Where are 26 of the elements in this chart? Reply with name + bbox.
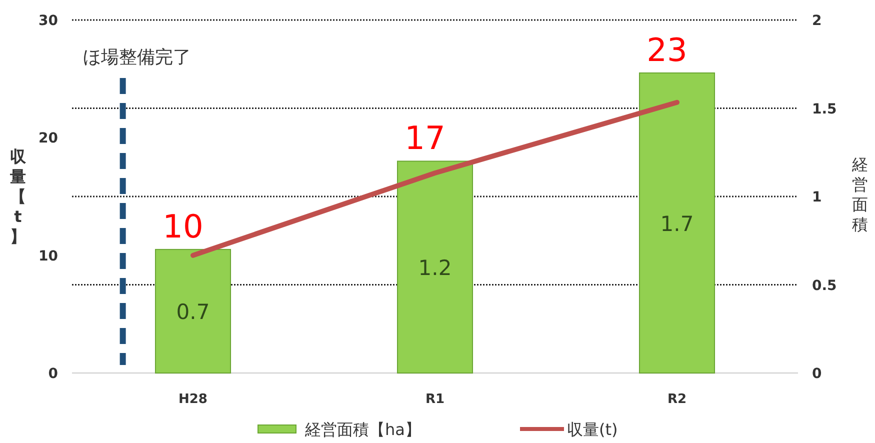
data-label: 1.7	[660, 212, 694, 236]
data-label: 0.7	[176, 300, 210, 324]
y2-tick-label: 0	[812, 366, 822, 382]
y2-tick-label: 1.5	[812, 101, 837, 118]
y2-axis-title: 経営面積	[851, 155, 868, 234]
bar	[396, 160, 474, 374]
y-tick-label: 10	[38, 248, 58, 264]
x-tick-label: H28	[178, 392, 208, 407]
data-label: 10	[162, 207, 204, 246]
y-tick-label: 0	[48, 366, 58, 382]
y2-tick-label: 0.5	[812, 278, 837, 294]
y-tick-label: 20	[38, 130, 58, 147]
data-label: 23	[646, 30, 688, 69]
legend-label: 経営面積【ha】	[304, 420, 421, 439]
annotation: ほ場整備完了	[82, 47, 191, 68]
bar	[638, 72, 716, 374]
x-tick-label: R1	[425, 392, 445, 407]
y-tick-label: 30	[38, 13, 58, 29]
data-label: 1.2	[418, 256, 452, 280]
legend-label: 収量(t)	[567, 420, 618, 439]
x-tick-label: R2	[667, 392, 687, 407]
y2-tick-label: 1	[812, 190, 822, 206]
data-label: 17	[404, 119, 446, 158]
y2-tick-label: 2	[812, 13, 822, 29]
y-axis-title: 収量【t】	[9, 147, 27, 246]
bar	[154, 248, 232, 374]
